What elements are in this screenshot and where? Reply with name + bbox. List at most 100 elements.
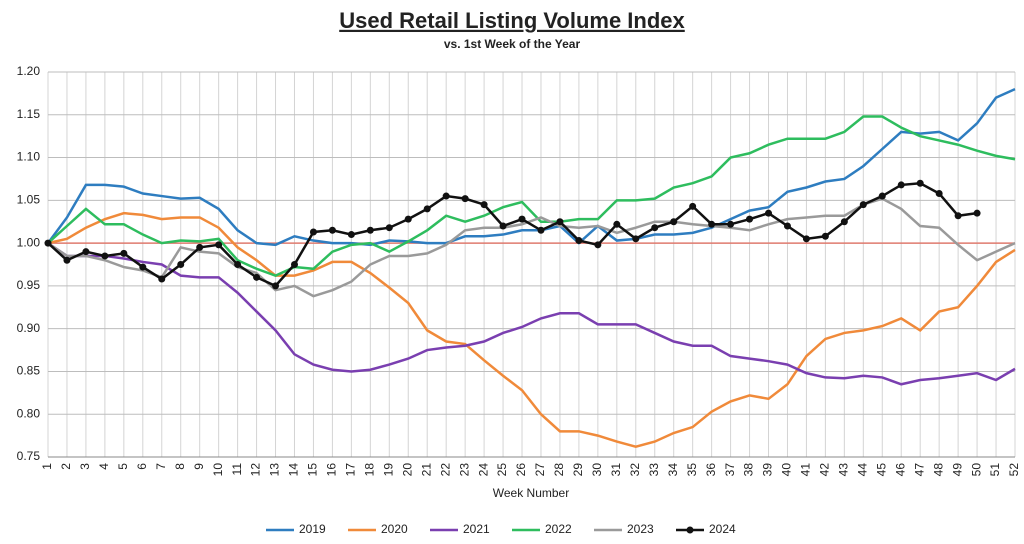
point (404, 215, 412, 223)
point (689, 202, 697, 210)
point (537, 226, 545, 234)
legend-label: 2024 (709, 522, 736, 536)
x-tick-label: 5 (116, 463, 130, 470)
x-tick-label: 14 (287, 463, 301, 477)
y-tick-label: 1.15 (17, 107, 41, 121)
x-tick-label: 3 (78, 463, 92, 470)
y-tick-label: 1.10 (17, 150, 41, 164)
point (347, 231, 355, 239)
x-tick-label: 42 (818, 463, 832, 477)
x-tick-label: 46 (893, 463, 907, 477)
x-tick-label: 2 (59, 463, 73, 470)
x-tick-label: 27 (533, 463, 547, 477)
point (783, 222, 791, 230)
point (272, 282, 280, 290)
point (101, 252, 109, 260)
point (670, 218, 678, 226)
legend-marker (686, 526, 694, 534)
series-line (47, 211, 1016, 449)
x-tick-label: 26 (514, 463, 528, 477)
legend-label: 2021 (463, 522, 490, 536)
point (309, 228, 317, 236)
x-axis-label: Week Number (493, 486, 569, 500)
x-tick-label: 25 (495, 463, 509, 477)
x-tick-label: 50 (969, 463, 983, 477)
x-tick-label: 17 (344, 463, 358, 477)
y-tick-label: 0.75 (17, 449, 41, 463)
point (632, 235, 640, 243)
x-tick-label: 35 (685, 463, 699, 477)
x-tick-label: 30 (590, 463, 604, 477)
x-tick-label: 16 (325, 463, 339, 477)
x-tick-label: 23 (457, 463, 471, 477)
y-tick-label: 1.05 (17, 193, 41, 207)
point (897, 181, 905, 189)
y-tick-label: 0.85 (17, 364, 41, 378)
point (840, 218, 848, 226)
point (935, 189, 943, 197)
point (328, 226, 336, 234)
point (196, 243, 204, 251)
point (442, 192, 450, 200)
x-tick-label: 29 (571, 463, 585, 477)
x-tick-label: 8 (173, 463, 187, 470)
x-tick-label: 37 (723, 463, 737, 477)
point (461, 195, 469, 203)
point (973, 209, 981, 217)
y-tick-label: 0.90 (17, 321, 41, 335)
x-tick-label: 51 (988, 463, 1002, 477)
point (177, 261, 185, 268)
x-tick-label: 21 (419, 463, 433, 477)
x-tick-label: 47 (912, 463, 926, 477)
x-tick-label: 13 (268, 463, 282, 477)
point (423, 205, 431, 213)
legend-label: 2020 (381, 522, 408, 536)
y-tick-label: 0.95 (17, 278, 41, 292)
point (765, 209, 773, 217)
point (139, 263, 147, 271)
y-tick-label: 1.20 (17, 64, 41, 78)
point (556, 218, 564, 226)
point (158, 275, 166, 283)
point (954, 212, 962, 220)
series-line (47, 115, 1016, 277)
x-tick-label: 33 (647, 463, 661, 477)
point (44, 239, 52, 247)
x-tick-label: 40 (780, 463, 794, 477)
x-tick-label: 7 (154, 463, 168, 470)
point (63, 256, 71, 264)
x-tick-label: 10 (211, 463, 225, 477)
x-tick-label: 18 (363, 463, 377, 477)
point (290, 261, 298, 268)
y-tick-label: 0.80 (17, 406, 41, 420)
x-tick-label: 22 (438, 463, 452, 477)
x-tick-label: 15 (306, 463, 320, 477)
x-tick-label: 28 (552, 463, 566, 477)
point (746, 215, 754, 223)
point (215, 241, 223, 249)
x-tick-label: 36 (704, 463, 718, 477)
chart-title: Used Retail Listing Volume Index (339, 8, 685, 33)
x-tick-label: 24 (476, 463, 490, 477)
point (878, 192, 886, 200)
point (821, 232, 829, 240)
legend-label: 2023 (627, 522, 654, 536)
y-tick-label: 1.00 (17, 235, 41, 249)
x-tick-label: 49 (950, 463, 964, 477)
x-tick-label: 31 (609, 463, 623, 477)
point (366, 226, 374, 234)
point (518, 215, 526, 223)
point (575, 237, 583, 245)
x-tick-label: 1 (40, 463, 54, 470)
legend-label: 2019 (299, 522, 326, 536)
chart-subtitle: vs. 1st Week of the Year (444, 37, 581, 51)
point (594, 241, 602, 249)
x-tick-label: 11 (230, 463, 244, 476)
series-line (47, 197, 1016, 298)
point (859, 201, 867, 209)
x-tick-label: 19 (381, 463, 395, 477)
x-tick-label: 44 (855, 463, 869, 477)
point (613, 220, 621, 228)
point (727, 220, 735, 228)
